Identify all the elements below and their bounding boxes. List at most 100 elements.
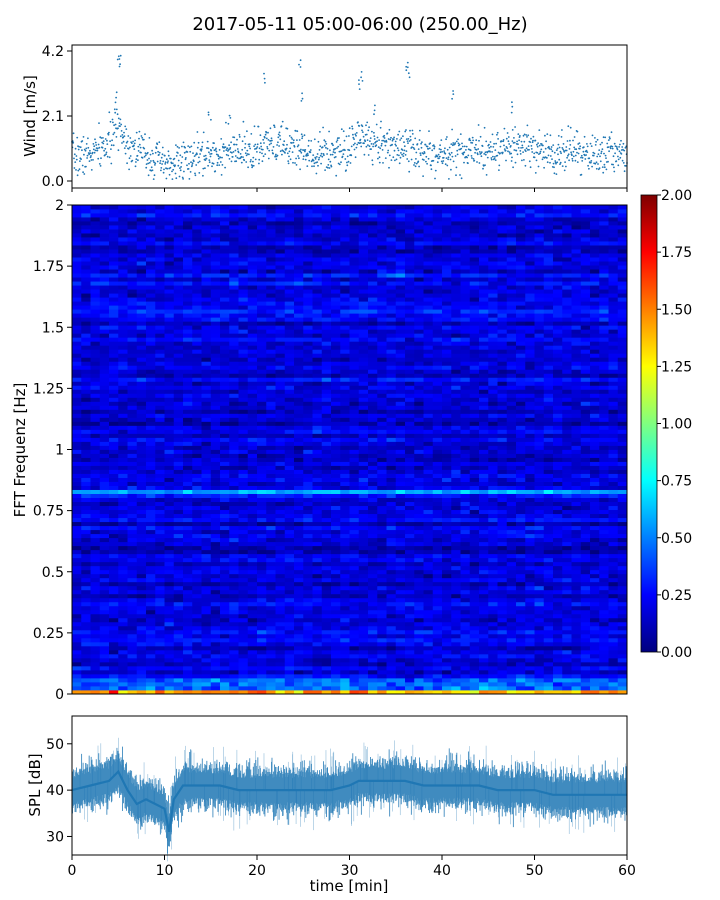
wind-point [370,143,373,145]
spectrogram-cell [312,645,323,651]
wind-point [596,138,599,141]
spectrogram-cell [423,657,434,663]
spectrogram-cell [210,477,221,482]
spectrogram-cell [516,601,526,607]
spectrogram-cell [432,641,443,647]
spectrogram-cell [368,509,378,515]
wind-point [236,156,239,159]
spectrogram-cell [146,649,156,655]
wind-point [161,146,164,149]
wind-point [585,154,587,156]
spectrogram-cell [331,473,341,478]
spectrogram-cell [497,641,508,647]
wind-point [576,151,578,154]
wind-point [85,165,87,168]
spectrogram-cell [608,625,619,631]
spectrogram-cell [599,569,609,575]
spectrogram-cell [284,673,295,679]
spectrogram-cell [423,473,434,478]
spectrogram-cell [90,677,101,683]
spectrogram-cell [488,477,498,482]
wind-point [387,138,390,140]
wind-point [288,150,291,153]
spectrogram-cell [395,509,406,515]
wind-point [403,145,406,148]
spectrogram-cell [155,665,165,671]
spectrogram-cell [294,609,304,615]
spectrogram-cell [136,669,147,675]
wind-point [78,145,80,148]
spectrogram-cell [525,485,535,490]
spectrogram-cell [562,641,572,647]
spectrogram-cell [257,553,267,559]
spectrogram-cell [90,501,101,507]
spectrogram-cell [460,553,471,559]
spectrogram-cell [469,545,480,551]
spectrogram-cell [275,521,286,527]
spectrogram-cell [405,577,415,583]
spectrogram-cell [368,685,378,691]
wind-point [266,147,269,150]
spectrogram-cell [201,581,212,587]
wind-point [218,149,221,151]
wind-point [271,149,274,152]
wind-point [417,148,420,151]
spectrogram-cell [331,529,341,535]
spectrogram-cell [331,613,341,619]
wind-point [405,138,408,141]
spectrogram-cell [247,477,258,482]
spectrogram-cell [340,497,350,503]
wind-point [563,151,566,153]
spectrogram-cell [608,597,619,603]
wind-point [439,151,442,154]
spectrogram-cell [423,541,434,547]
spectrogram-cell [534,645,545,651]
spectrogram-cell [127,649,138,655]
spectrogram-cell [460,541,471,547]
spectrogram-cell [312,573,323,579]
spectrogram-cell [488,617,498,623]
spectrogram-cell [257,637,267,643]
wind-point [374,104,376,107]
spectrogram-cell [432,673,443,679]
spectrogram-cell [173,557,184,563]
spectrogram-cell [460,645,471,651]
spectrogram-cell [479,597,489,603]
spectrogram-cell [562,477,572,482]
wind-point [448,152,451,155]
spectrogram-cell [469,469,480,474]
wind-point [152,152,154,155]
spectrogram-cell [451,629,461,635]
spectrogram-cell [81,617,91,623]
wind-point [517,133,520,136]
spectrogram-cell [284,661,295,667]
wind-point [426,145,429,148]
spectrogram-cell [506,685,517,691]
wind-point [183,151,186,154]
spectrogram-cell [173,609,184,615]
spectrogram-cell [284,653,295,659]
spectrogram-cell [109,525,119,531]
spectrogram-cell [432,661,443,667]
spectrogram-cell [386,517,397,523]
spectrogram-cell [479,633,489,639]
wind-point [380,142,383,145]
wind-point [318,156,321,159]
spectrogram-cell [553,637,563,643]
wind-point [246,149,249,152]
spectrogram-cell [460,481,471,486]
spectrogram-cell [118,481,128,486]
spectrogram-cell [155,641,165,647]
spectrogram-cell [553,461,563,466]
spectrogram-cell [312,641,323,647]
spectrogram-cell [543,621,554,627]
spectrogram-cell [553,641,563,647]
spectrogram-cell [377,685,387,691]
wind-point [555,173,558,176]
wind-point [534,172,537,174]
spectrogram-cell [534,653,545,659]
spectrogram-cell [386,505,397,511]
wind-point [327,164,330,166]
wind-point [119,118,122,121]
wind-point [135,131,138,134]
